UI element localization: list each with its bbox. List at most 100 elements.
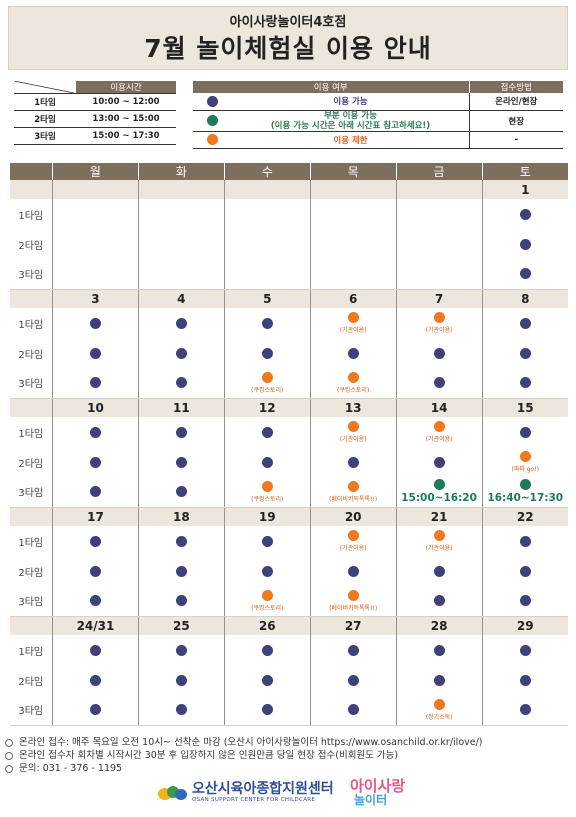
available-dot-icon	[519, 674, 531, 686]
day-number	[52, 180, 139, 199]
slot-note: (파파 go!)	[511, 466, 540, 473]
available-dot-icon	[175, 426, 187, 438]
time-slot-row: 3타임 (쿠킹스토리) (베이비키득톡톡!!) 15:00~16:20 16:40~17…	[9, 477, 568, 508]
footer-note-online: 온라인 접수: 매주 목요일 오전 10시~ 선착순 마감 (오산시 아이사랑놀…	[5, 736, 483, 749]
legend-partial-text: 부분 이용 가능 (이용 가능 시간은 아래 시간표 참고하세요!)	[232, 110, 469, 132]
day-number: 15	[481, 398, 568, 417]
slot-cell	[481, 556, 568, 586]
restricted-dot-icon	[519, 451, 531, 462]
slot-cell	[137, 199, 225, 229]
slot-cell	[395, 586, 483, 617]
slot-cell	[52, 199, 139, 229]
slot-note: (기관이용)	[339, 436, 367, 443]
available-dot-icon	[175, 486, 187, 498]
slot-cell	[137, 477, 225, 508]
restricted-dot-icon	[261, 480, 273, 492]
time-slot-row: 3타임 (쿠킹스토리) (쿠킹스토리)	[9, 368, 568, 399]
time-slot-row: 1타임 (기관이용) (기관이용)	[10, 417, 568, 447]
slot-cell	[52, 665, 139, 695]
available-dot-icon	[175, 565, 187, 577]
slot-cell	[395, 665, 483, 695]
slot-cell	[309, 199, 397, 229]
day-number: 20	[309, 507, 397, 526]
available-dot-icon	[433, 456, 445, 468]
available-dot-icon	[175, 644, 187, 656]
time-slot-row: 2타임	[10, 229, 568, 259]
time-label: 3타임	[14, 127, 76, 145]
slot-label: 2타임	[18, 349, 44, 361]
legend-restricted-method: -	[468, 131, 563, 149]
slot-cell	[223, 526, 311, 556]
slot-cell	[309, 635, 397, 665]
restricted-dot-icon	[347, 589, 359, 601]
slot-cell: (쿠킹스토리)	[223, 586, 311, 617]
weekday-corner	[9, 163, 53, 180]
slot-cell: (정기소독)	[395, 695, 483, 726]
weekday-header: 토	[481, 163, 568, 180]
restricted-dot-icon	[347, 312, 359, 323]
week-date-row: 10 11 12 13 14 15	[9, 398, 568, 417]
slot-cell	[223, 199, 311, 229]
time-slot-row: 3타임 (정기소독)	[9, 695, 568, 726]
slot-label: 3타임	[9, 586, 53, 617]
slot-cell	[223, 695, 311, 726]
available-dot-icon	[175, 317, 187, 329]
day-number	[309, 180, 397, 199]
restricted-dot-icon	[261, 371, 273, 383]
day-number: 24/31	[52, 616, 139, 635]
legend-available-method: 온라인/현장	[468, 93, 563, 111]
day-number	[137, 180, 225, 199]
restricted-dot-icon	[347, 421, 359, 432]
day-number: 12	[223, 398, 311, 417]
slot-cell	[52, 368, 139, 399]
time-slot-row: 3타임	[9, 259, 568, 290]
slot-label: 1타임	[18, 428, 44, 440]
day-number: 10	[52, 398, 139, 417]
slot-cell	[137, 526, 225, 556]
available-dot-icon	[175, 704, 187, 716]
slot-cell	[309, 447, 397, 477]
slot-cell	[137, 338, 225, 368]
slot-cell	[481, 635, 568, 665]
brand-logo: 아이사랑 놀이터	[350, 778, 440, 808]
week-date-row: 1	[9, 180, 568, 199]
slot-cell	[223, 447, 311, 477]
slot-cell	[52, 338, 139, 368]
day-number: 22	[481, 507, 568, 526]
slot-cell	[481, 417, 568, 447]
date-row-corner	[9, 180, 53, 199]
available-dot-icon	[175, 377, 187, 389]
slot-label: 2타임	[18, 240, 44, 252]
available-dot-icon	[175, 535, 187, 547]
week-date-row: 17 18 19 20 21 22	[9, 507, 568, 526]
available-dot-icon	[89, 644, 101, 656]
slot-cell	[52, 229, 139, 259]
circle-bullet-icon	[5, 764, 13, 773]
slot-label: 2타임	[18, 676, 44, 688]
available-dot-icon	[89, 565, 101, 577]
slot-cell: (기관이용)	[395, 308, 483, 338]
slot-cell: (베이비키득톡톡!!)	[309, 477, 397, 508]
slot-cell	[137, 635, 225, 665]
partial-dot-icon	[433, 479, 445, 491]
day-number: 19	[223, 507, 311, 526]
slot-cell	[137, 417, 225, 447]
slot-cell	[481, 259, 568, 290]
slot-label: 2타임	[18, 567, 44, 579]
header-banner: 아이사랑놀이터4호점 7월 놀이체험실 이용 안내	[8, 6, 568, 70]
brand-line1: 아이사랑	[350, 777, 406, 795]
slot-cell	[137, 229, 225, 259]
available-dot-icon	[89, 486, 101, 498]
time-slot-row: 2타임	[10, 665, 568, 695]
legend-restricted-text: 이용 제한	[232, 131, 469, 149]
slot-note: (쿠킹스토리)	[251, 386, 284, 394]
circle-bullet-icon	[5, 751, 13, 760]
restricted-dot-icon	[433, 421, 445, 432]
time-label: 1타임	[14, 93, 76, 111]
available-dot-icon	[433, 565, 445, 577]
slot-time: 15:00~16:20	[401, 492, 477, 505]
weekday-header: 월	[52, 163, 139, 180]
slot-note: (정기소독)	[425, 713, 453, 721]
slot-note: (베이비키득톡톡!!)	[329, 495, 378, 503]
